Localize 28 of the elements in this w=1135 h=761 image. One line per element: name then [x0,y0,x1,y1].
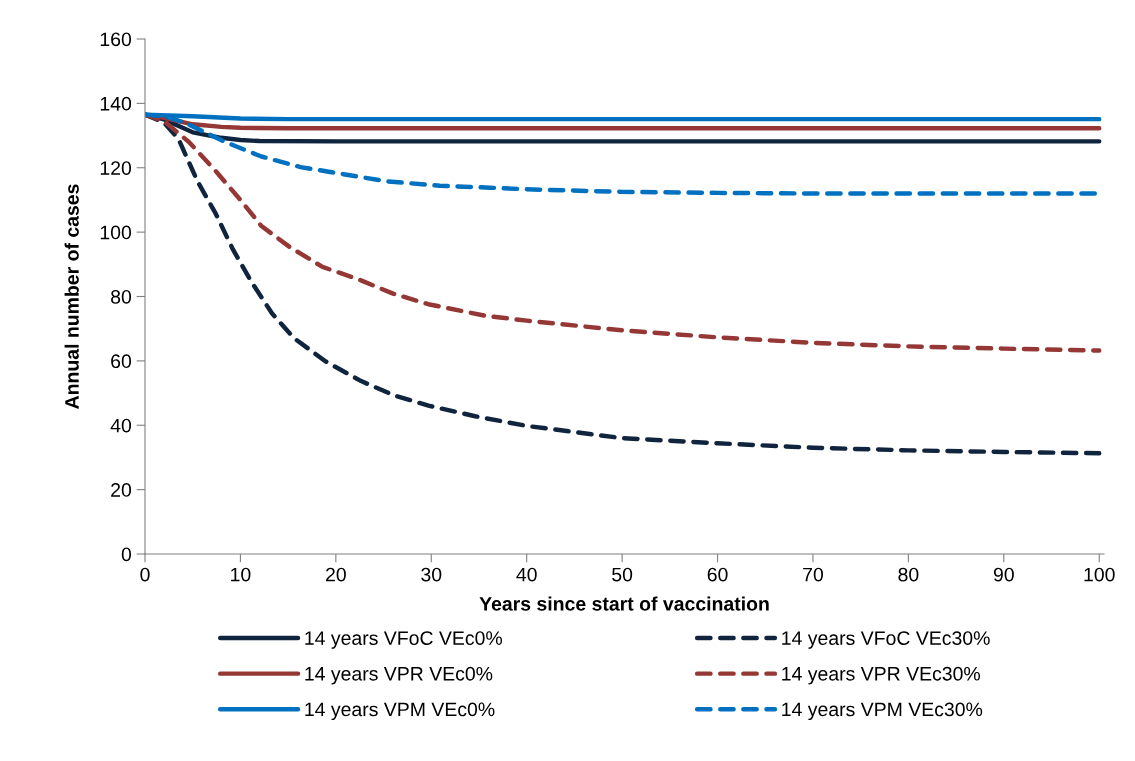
legend-label: 14 years VPM VEc30% [782,702,983,721]
x-axis-title: Years since start of vaccination [479,596,769,611]
legend-label: 14 years VPR VEc30% [782,666,980,685]
y-tick-label: 0 [121,547,132,562]
y-tick-label: 120 [100,161,132,175]
y-tick-label: 40 [110,418,132,433]
legend-label: 14 years VFoC VEc30% [782,631,990,649]
x-tick-label: 70 [803,567,824,582]
x-tick-label: 80 [898,567,919,582]
x-tick-label: 0 [140,567,150,582]
x-tick-label: 50 [612,567,633,582]
x-tick-label: 20 [326,567,346,582]
y-tick-label: 140 [100,96,132,111]
y-tick-label: 60 [111,354,132,369]
y-tick-label: 20 [111,483,132,497]
x-tick-label: 100 [1084,567,1115,582]
y-tick-label: 100 [100,225,132,240]
x-tick-label: 90 [993,567,1014,582]
legend-label: 14 years VPM VEc0% [305,702,495,721]
legend-label: 14 years VFoC VEc0% [305,631,503,649]
y-axis-title: Annual number of cases [64,184,79,409]
x-tick-label: 10 [231,567,251,582]
x-tick-label: 40 [516,567,537,582]
y-tick-label: 160 [100,32,132,47]
legend-label: 14 years VPR VEc0% [305,666,493,685]
y-tick-label: 80 [111,289,132,304]
x-tick-label: 30 [421,567,442,582]
x-tick-label: 60 [707,567,728,582]
